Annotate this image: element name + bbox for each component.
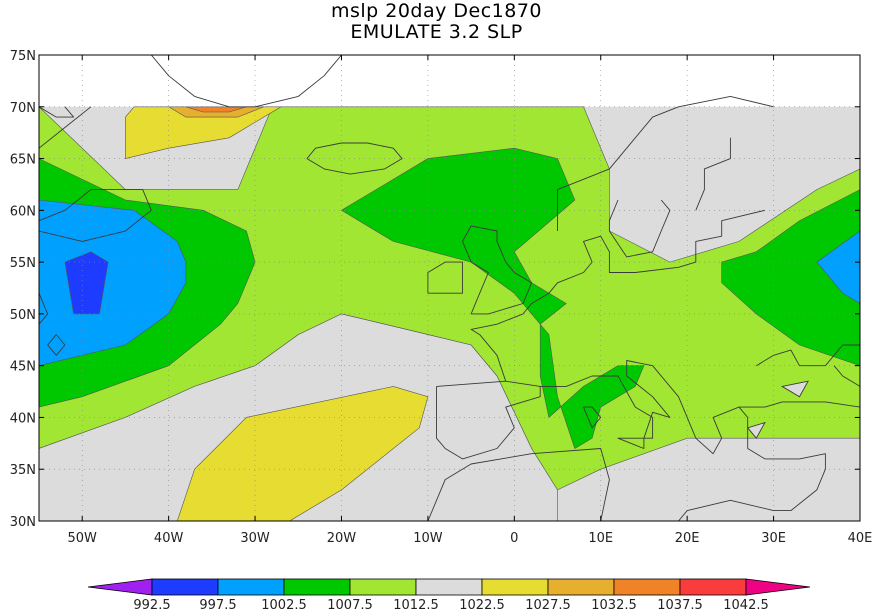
colorbar-label: 1007.5 [327, 598, 373, 611]
colorbar-label: 997.5 [199, 598, 236, 611]
coastline-layer [39, 55, 860, 521]
lon-tick-label: 0 [510, 531, 518, 546]
colorbar-box [151, 578, 219, 596]
lon-tick-label: 30W [240, 531, 270, 546]
lat-tick-label: 50N [10, 308, 36, 323]
coastline [150, 55, 342, 108]
colorbar-box [217, 578, 285, 596]
pressure-contour-997.5-1002.5 [39, 199, 187, 367]
colorbar-label: 1022.5 [459, 598, 505, 611]
pressure-contour-992.5-997.5 [64, 251, 109, 315]
lat-tick-label: 40N [10, 411, 36, 426]
pressure-contour-1027.5-1032.5 [185, 106, 247, 113]
coastline [427, 261, 463, 294]
map-title: mslp 20day Dec1870 [330, 0, 543, 22]
coastline [39, 106, 75, 118]
coastline [39, 106, 92, 149]
pressure-contour-1002.5-1007.5 [721, 189, 860, 367]
colorbar-box [415, 578, 483, 596]
lat-tick-label: 70N [10, 101, 36, 116]
colorbar-box [613, 578, 681, 596]
coastline [833, 365, 860, 387]
colorbar-box [283, 578, 351, 596]
map-frame [38, 54, 861, 522]
pressure-contour-1017.5-1022.5 [125, 106, 283, 159]
colorbar-box [547, 578, 615, 596]
coastline [540, 360, 826, 521]
colorbar-label: 1012.5 [393, 598, 439, 611]
coastline [39, 189, 152, 242]
lat-tick-label: 35N [10, 463, 36, 478]
coastline [427, 448, 610, 521]
lon-tick-label: 10E [588, 531, 613, 546]
map-axes: 75N 70N 65N 60N 55N 50N 45N 40N 35N 30N 50W 40W 30W 2… [10, 49, 873, 546]
lon-tick-label: 40W [154, 531, 184, 546]
lon-tick-label: 40E [848, 531, 873, 546]
inland-sea [746, 421, 766, 439]
coastline [39, 293, 49, 325]
colorbar-box [349, 578, 417, 596]
inland-sea [780, 380, 809, 398]
coastline [739, 401, 860, 408]
colorbar-label: 1032.5 [591, 598, 637, 611]
pressure-contour-997.5-1002.5 [816, 230, 860, 304]
colorbar-low-arrow [87, 578, 153, 596]
lat-tick-label: 75N [10, 49, 36, 64]
coastline [695, 137, 731, 211]
lat-tick-label: 45N [10, 360, 36, 375]
coastline [557, 95, 774, 231]
colorbar-label: 1002.5 [261, 598, 307, 611]
colorbar-box [481, 578, 549, 596]
lat-tick-label: 60N [10, 204, 36, 219]
coastline [608, 199, 671, 258]
lat-tick-label: 65N [10, 153, 36, 168]
colorbar-box [679, 578, 747, 596]
coastline [617, 437, 645, 449]
colorbar: 992.5 997.5 1002.5 1007.5 1012.5 1022.5 1027.5… [87, 578, 811, 611]
colorbar-high-arrow [745, 578, 811, 596]
lon-tick-label: 10W [413, 531, 443, 546]
colorbar-label: 1027.5 [525, 598, 571, 611]
lon-tick-label: 20W [327, 531, 357, 546]
colorbar-label: 1037.5 [657, 598, 703, 611]
lon-tick-label: 50W [68, 531, 98, 546]
coastline [436, 380, 541, 460]
coastline [756, 344, 860, 367]
coastline [306, 142, 403, 175]
coastline [462, 225, 533, 315]
map-subtitle: EMULATE 3.2 SLP [350, 21, 523, 43]
lon-tick-label: 30E [761, 531, 786, 546]
coastline [470, 209, 766, 382]
colorbar-label: 1042.5 [723, 598, 769, 611]
pressure-field-layer [39, 106, 860, 521]
coastline [47, 334, 66, 356]
lat-tick-label: 30N [10, 515, 36, 530]
pressure-contour-1017.5-1022.5 [176, 386, 429, 521]
coastline [583, 406, 602, 429]
colorbar-label: 992.5 [133, 598, 170, 611]
lon-tick-label: 20E [675, 531, 700, 546]
lat-tick-label: 55N [10, 256, 36, 271]
